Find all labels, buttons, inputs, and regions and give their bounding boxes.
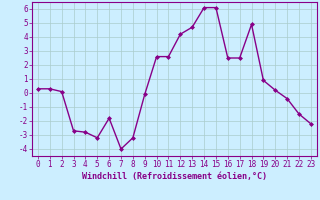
X-axis label: Windchill (Refroidissement éolien,°C): Windchill (Refroidissement éolien,°C) <box>82 172 267 181</box>
